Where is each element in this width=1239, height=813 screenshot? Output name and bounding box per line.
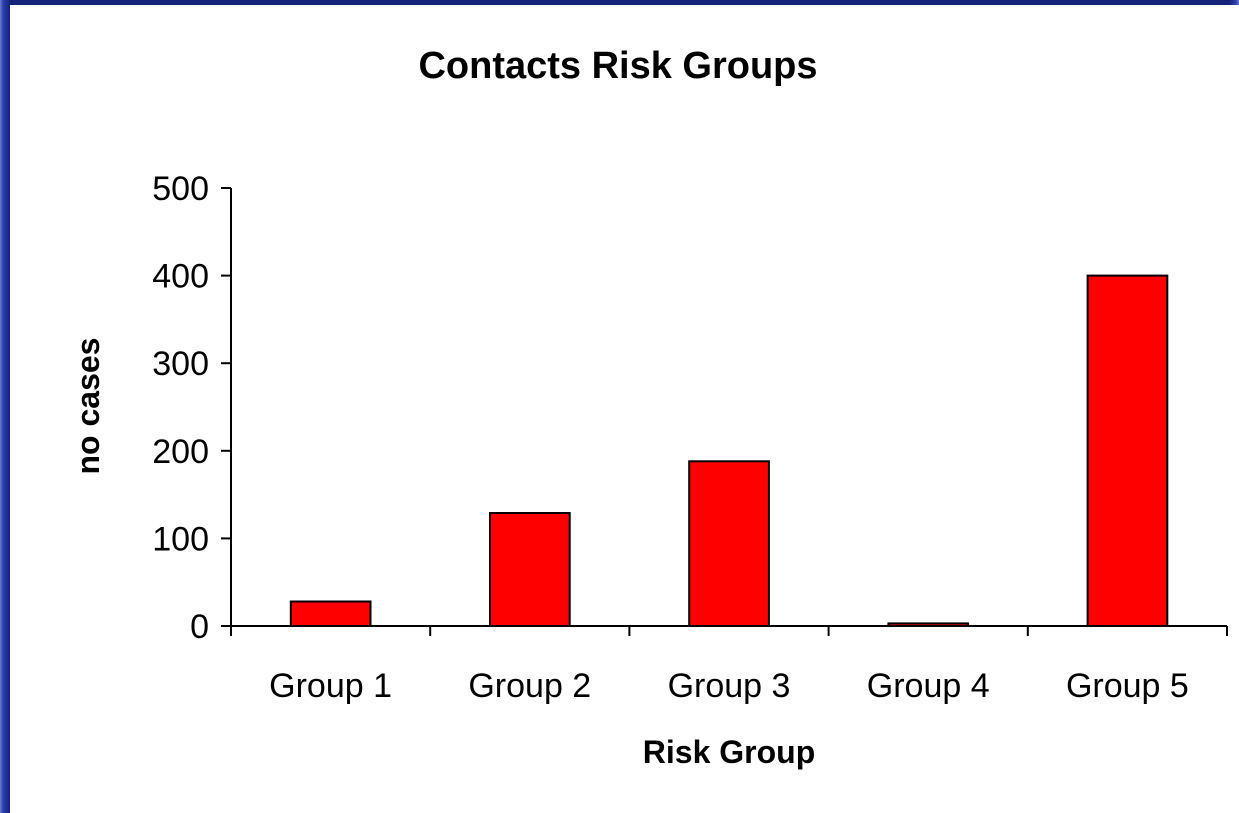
y-tick-label: 400 [152,258,209,296]
x-tick-label: Group 2 [468,667,591,705]
bar-3 [688,460,770,627]
chart-title: Contacts Risk Groups [418,45,817,87]
bar-2 [489,512,571,627]
y-tick-label: 200 [152,433,209,471]
y-axis-title: no cases [70,338,106,475]
axes-group: 0 100 200 300 400 500 Group 1 Group 2 Group 3 Gro… [152,170,1228,705]
x-tick-label: Group 3 [668,667,791,705]
chart-panel [10,5,1239,813]
bar-5 [1086,274,1169,627]
bar-1 [289,600,372,627]
x-axis-title: Risk Group [643,734,815,770]
x-tick-label: Group 5 [1066,667,1189,705]
y-tick-label: 500 [152,170,209,208]
bars-group [289,274,1169,628]
y-tick-label: 0 [190,608,209,646]
x-tick-label: Group 1 [269,667,392,705]
y-tick-label: 300 [152,345,209,383]
x-tick-label: Group 4 [867,667,990,705]
y-tick-label: 100 [152,520,209,558]
